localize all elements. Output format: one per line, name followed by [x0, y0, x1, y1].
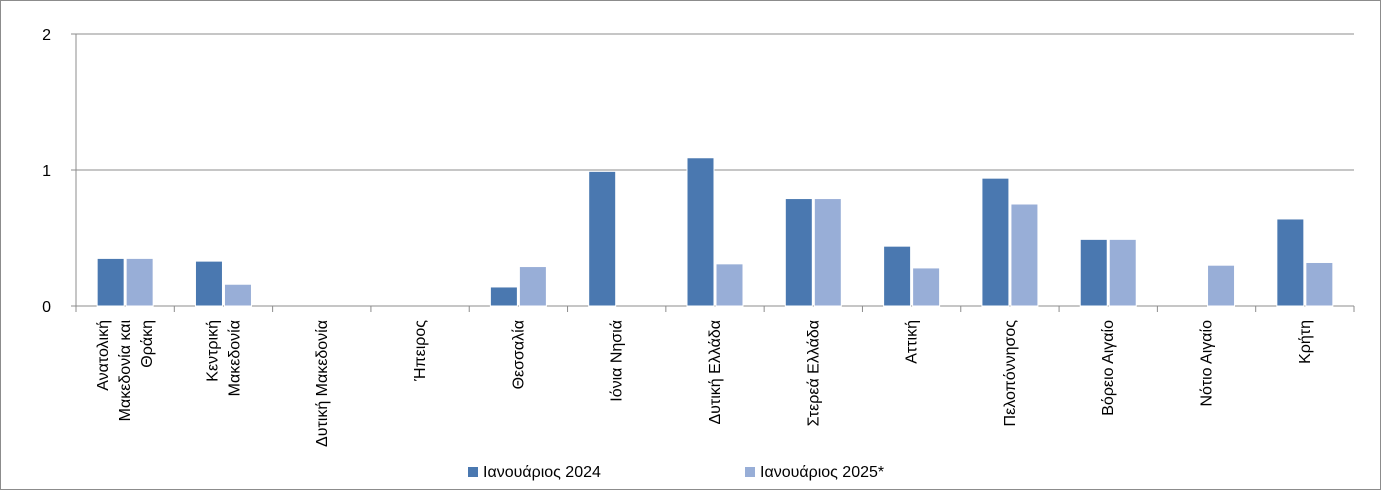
bar-series2-12: [1305, 261, 1334, 307]
x-category-label: Δυτική Ελλάδα: [707, 320, 724, 425]
x-category-label: Ανατολική: [95, 320, 112, 391]
x-category-label: Θεσσαλία: [510, 320, 527, 389]
x-category-label: Ήπειρος: [412, 320, 429, 382]
bar-series1-8: [883, 245, 912, 307]
bar-series1-12: [1276, 218, 1305, 307]
gridlines: [76, 33, 1354, 171]
bar-series1-10: [1079, 238, 1108, 307]
bar-series1-1: [194, 260, 223, 307]
x-category-label: Ιόνια Νησιά: [609, 320, 626, 402]
y-tick-label: 1: [42, 163, 51, 180]
x-category-label: Βόρειο Αιγαίο: [1100, 320, 1117, 416]
x-category-label: Δυτική Μακεδονία: [314, 320, 331, 447]
bar-series1-0: [96, 257, 125, 307]
axis-labels: 0 1 2 Ανατολική Μακεδονία και Θράκη Κεντρική Μα…: [42, 27, 1314, 447]
bar-series2-0: [125, 257, 154, 307]
bar-series1-5: [588, 170, 617, 307]
bar-series2-10: [1108, 238, 1137, 307]
bar-series2-4: [518, 266, 547, 307]
x-category-label: Μακεδονία: [226, 320, 243, 396]
bars: [96, 157, 1334, 307]
x-category-label: Θράκη: [139, 320, 156, 368]
x-category-label: Κεντρική: [204, 320, 221, 382]
bar-series2-6: [715, 263, 744, 307]
bar-series2-11: [1207, 264, 1236, 307]
legend-label-1: Ιανουάριος 2024: [483, 464, 601, 481]
legend-swatch-1: [468, 467, 478, 477]
bar-series1-7: [784, 198, 813, 307]
y-tick-label: 0: [42, 299, 51, 316]
bar-series2-1: [223, 283, 252, 307]
legend: Ιανουάριος 2024 Ιανουάριος 2025*: [468, 464, 884, 481]
x-category-label: Κρήτη: [1297, 320, 1314, 364]
y-tick-label: 2: [42, 27, 51, 44]
legend-label-2: Ιανουάριος 2025*: [760, 464, 884, 481]
x-category-label: Μακεδονία και: [117, 320, 134, 422]
bar-series1-4: [489, 286, 518, 307]
x-category-label: Αττική: [904, 320, 921, 364]
x-category-label: Στερεά Ελλάδα: [805, 320, 822, 426]
bar-series2-9: [1010, 203, 1039, 307]
axes: [71, 33, 1355, 312]
bar-series2-7: [813, 198, 842, 307]
x-category-label: Πελοπόννησος: [1002, 320, 1019, 427]
bar-series1-9: [981, 177, 1010, 307]
legend-swatch-2: [745, 467, 755, 477]
bar-series1-6: [686, 157, 715, 307]
x-category-label: Νότιο Αιγαίο: [1199, 320, 1216, 407]
bar-series2-8: [912, 267, 941, 307]
